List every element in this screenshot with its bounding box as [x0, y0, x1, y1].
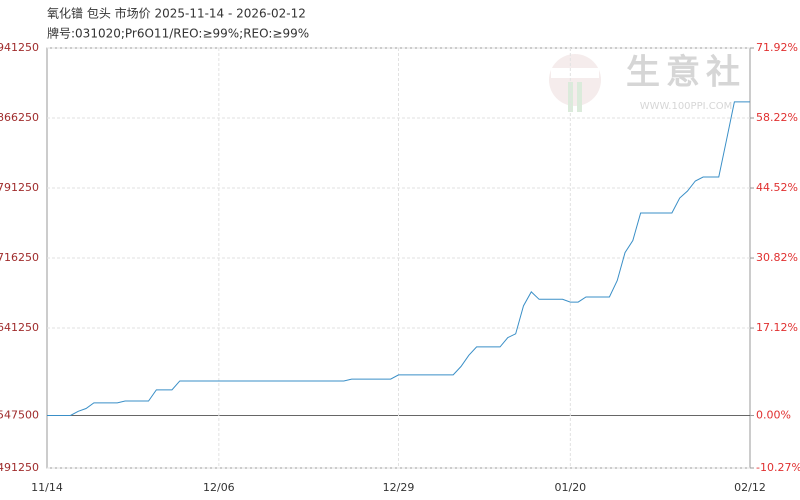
- x-tick-label: 11/14: [31, 481, 63, 494]
- y-tick-label: 791250: [0, 181, 39, 194]
- x-tick-label: 12/29: [383, 481, 415, 494]
- price-line: [47, 101, 750, 416]
- y2-tick-label: 0.00%: [756, 409, 791, 422]
- x-tick-label: 02/12: [734, 481, 766, 494]
- y2-tick-label: 17.12%: [756, 321, 798, 334]
- y2-tick-label: 30.82%: [756, 251, 798, 264]
- y-tick-label: 491250: [0, 461, 39, 474]
- y2-tick-label: 71.92%: [756, 41, 798, 54]
- y-tick-label: 866250: [0, 111, 39, 124]
- y-tick-label: 547500: [0, 409, 39, 422]
- y-tick-label: 941250: [0, 41, 39, 54]
- watermark-url: WWW.100PPI.COM: [640, 101, 732, 112]
- y2-tick-label: 44.52%: [756, 181, 798, 194]
- chart-title: 氧化镨 包头 市场价 2025-11-14 - 2026-02-12: [47, 6, 306, 21]
- x-tick-label: 12/06: [203, 481, 235, 494]
- watermark-title: 生意社: [626, 53, 746, 93]
- chart-subtitle: 牌号:031020;Pr6O11/REO:≥99%;REO:≥99%: [47, 27, 309, 41]
- watermark-logo: [549, 54, 601, 112]
- y2-tick-label: 58.22%: [756, 111, 798, 124]
- y-tick-label: 716250: [0, 251, 39, 264]
- y-tick-label: 641250: [0, 321, 39, 334]
- x-tick-label: 01/20: [554, 481, 586, 494]
- y2-tick-label: -10.27%: [756, 461, 800, 474]
